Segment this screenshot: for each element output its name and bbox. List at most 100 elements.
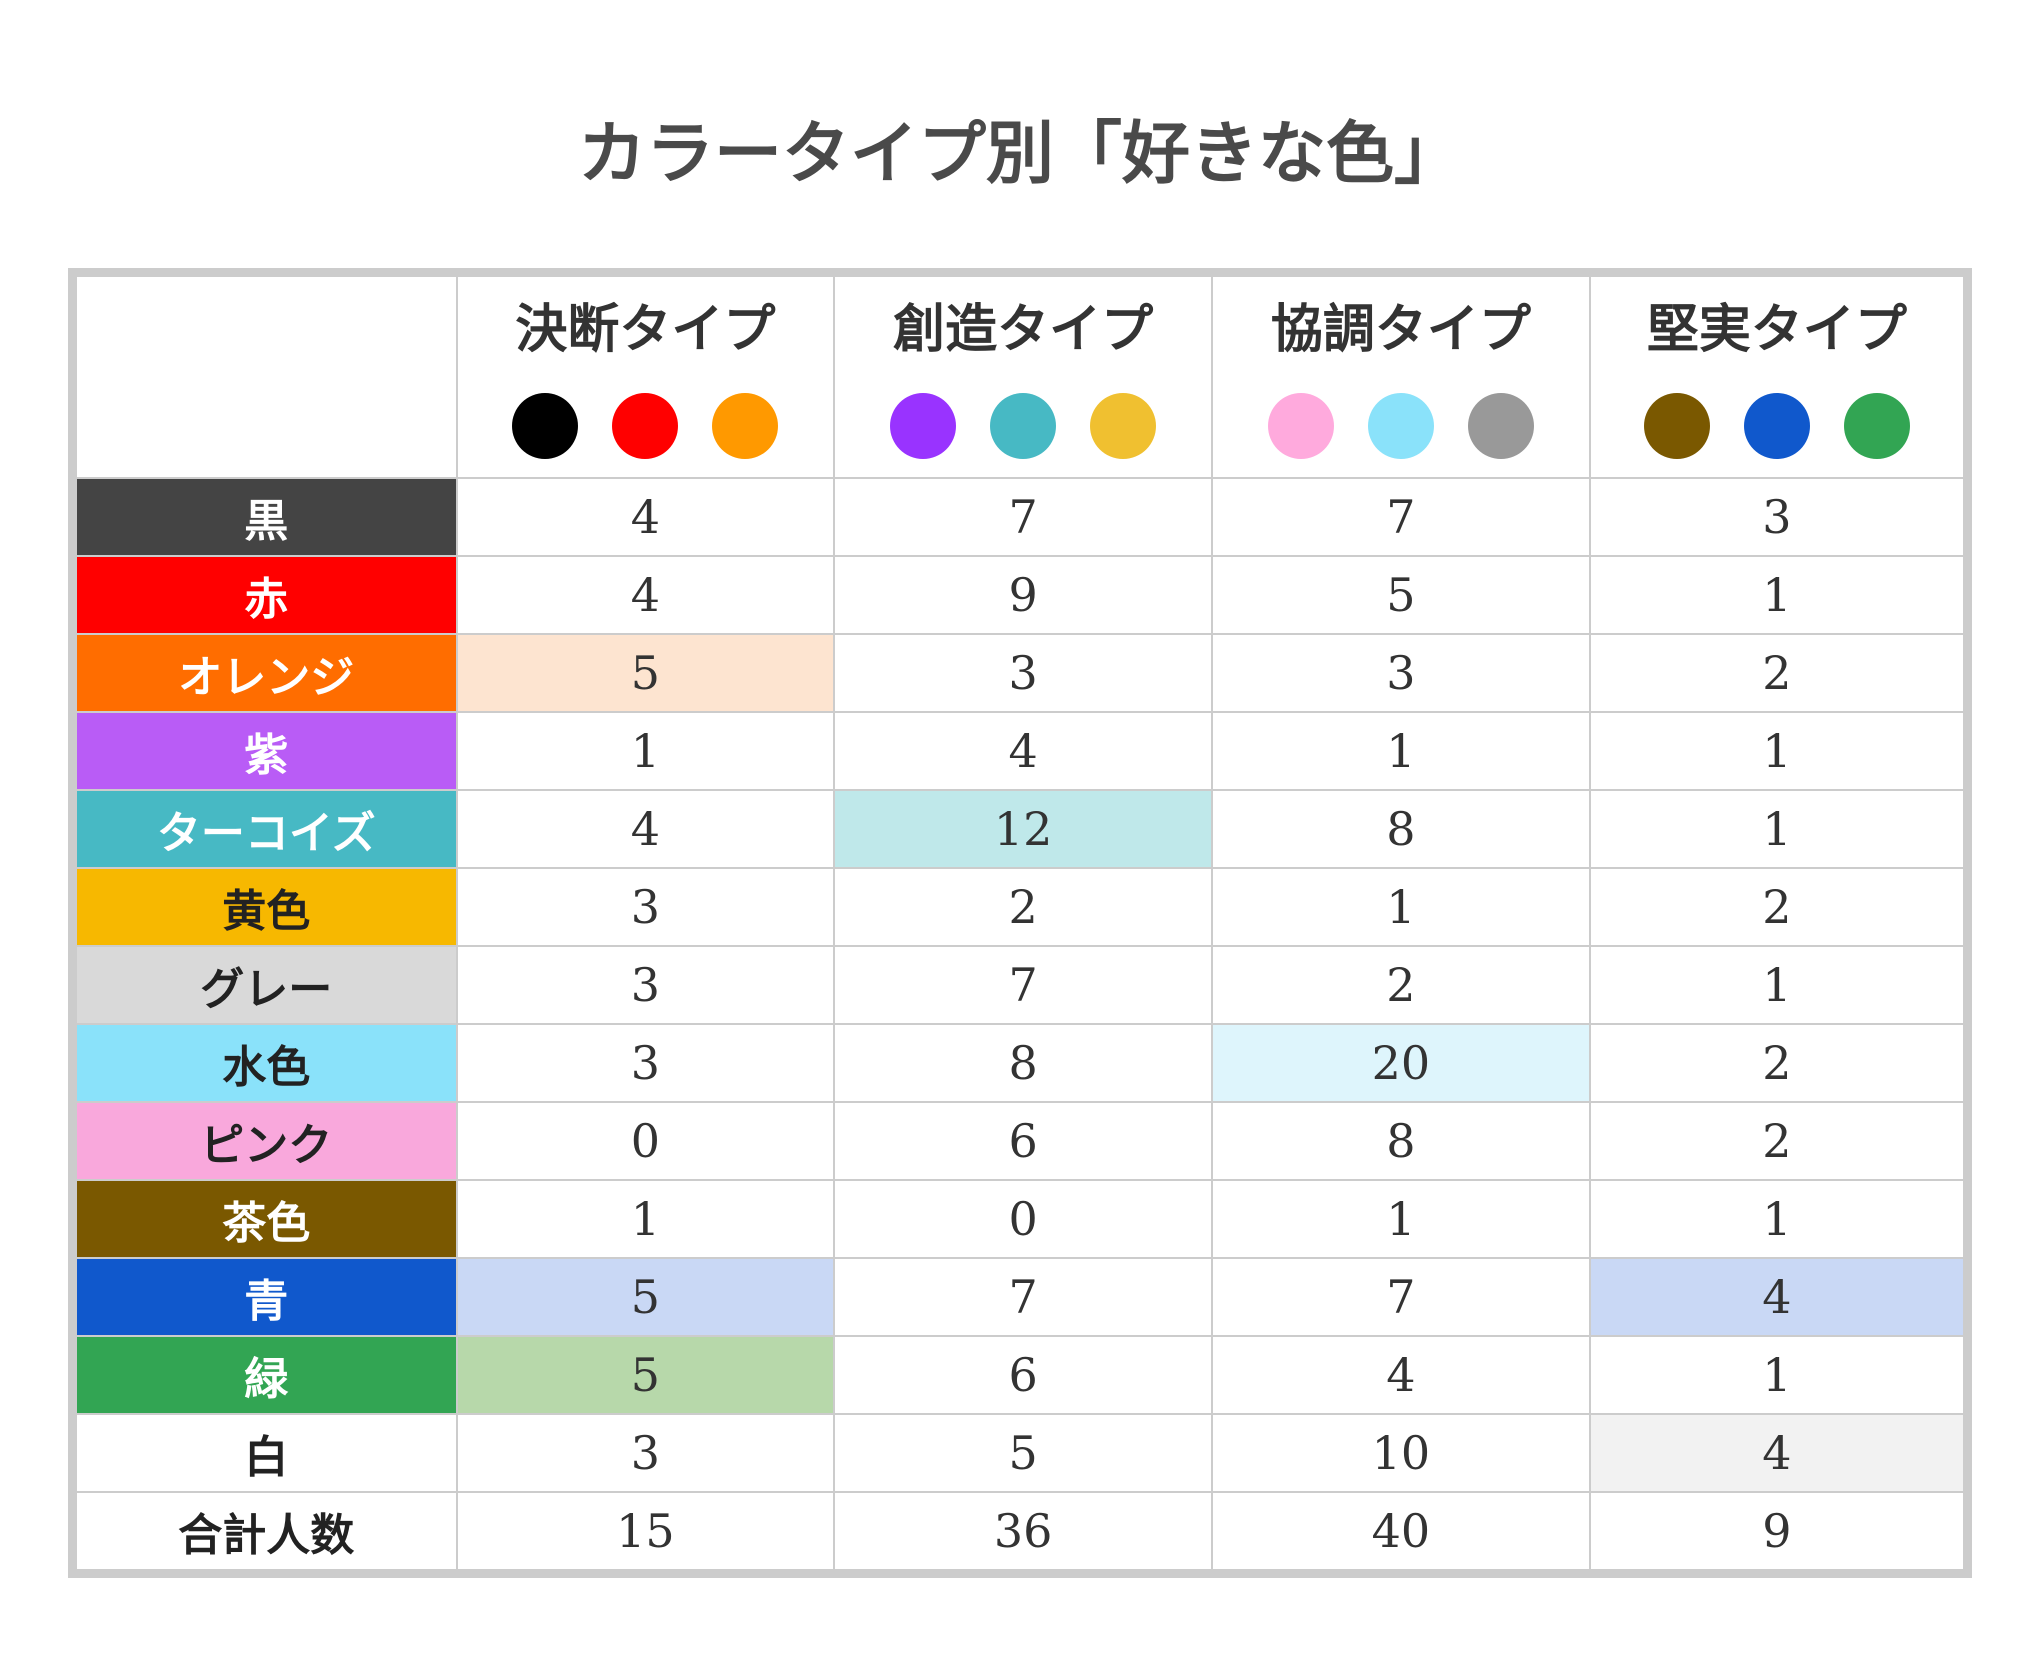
value-cell: 0 — [455, 1101, 836, 1181]
value-cell: 10 — [1211, 1413, 1591, 1493]
row-label: 黒 — [71, 477, 458, 557]
value-cell: 3 — [455, 945, 836, 1025]
row-label: 青 — [71, 1257, 458, 1337]
value-cell: 1 — [1211, 1179, 1591, 1259]
column-name: 堅実タイプ — [1646, 299, 1907, 360]
value-cell: 6 — [833, 1101, 1213, 1181]
table-row: 白 3 5 10 4 — [71, 1413, 1969, 1493]
table-row: グレー 3 7 2 1 — [71, 945, 1969, 1025]
value-cell: 5 — [1211, 555, 1591, 635]
value-cell: 12 — [833, 789, 1213, 869]
value-cell: 1 — [1588, 1335, 1969, 1415]
value-cell: 2 — [1211, 945, 1591, 1025]
value-cell: 4 — [455, 555, 836, 635]
row-label: ターコイズ — [71, 789, 458, 869]
value-cell: 8 — [833, 1023, 1213, 1103]
color-dot — [1090, 393, 1157, 459]
value-cell: 8 — [1211, 1101, 1591, 1181]
value-cell: 2 — [1588, 633, 1969, 713]
value-cell: 1 — [1588, 555, 1969, 635]
value-cell: 3 — [455, 1023, 836, 1103]
value-cell: 3 — [1211, 633, 1591, 713]
value-cell: 1 — [455, 711, 836, 791]
value-cell: 4 — [455, 789, 836, 869]
value-cell: 4 — [1588, 1257, 1969, 1337]
value-cell: 4 — [1211, 1335, 1591, 1415]
value-cell: 6 — [833, 1335, 1213, 1415]
row-label: 緑 — [71, 1335, 458, 1415]
value-cell: 2 — [1588, 867, 1969, 947]
color-dots — [1591, 393, 1963, 459]
value-cell: 9 — [1588, 1491, 1969, 1575]
table-row: 茶色 1 0 1 1 — [71, 1179, 1969, 1259]
table-row: ピンク 0 6 8 2 — [71, 1101, 1969, 1181]
color-dot — [890, 393, 957, 459]
table: 決断タイプ 創造タイプ 協調タイプ 堅実タイプ 黒 4 7 7 3 赤 4 9 5 1 オレンジ 5 3 3 2 紫… — [68, 268, 1972, 1578]
color-dot — [1367, 393, 1434, 459]
table-row: 合計人数 15 36 40 9 — [71, 1491, 1969, 1575]
value-cell: 4 — [455, 477, 836, 557]
row-label: グレー — [71, 945, 458, 1025]
value-cell: 3 — [455, 867, 836, 947]
value-cell: 7 — [833, 477, 1213, 557]
value-cell: 36 — [833, 1491, 1213, 1575]
corner-cell — [71, 271, 458, 479]
value-cell: 1 — [1588, 711, 1969, 791]
column-name: 決断タイプ — [515, 299, 776, 360]
table-row: オレンジ 5 3 3 2 — [71, 633, 1969, 713]
color-dot — [990, 393, 1057, 459]
color-dot — [612, 393, 679, 459]
color-dot — [1467, 393, 1534, 459]
value-cell: 15 — [455, 1491, 836, 1575]
value-cell: 7 — [833, 945, 1213, 1025]
color-dots — [1213, 393, 1589, 459]
value-cell: 20 — [1211, 1023, 1591, 1103]
value-cell: 7 — [1211, 1257, 1591, 1337]
value-cell: 1 — [1211, 711, 1591, 791]
value-cell: 0 — [833, 1179, 1213, 1259]
color-dot — [1743, 393, 1810, 459]
value-cell: 7 — [833, 1257, 1213, 1337]
row-label: ピンク — [71, 1101, 458, 1181]
value-cell: 4 — [1588, 1413, 1969, 1493]
table-row: 黄色 3 2 1 2 — [71, 867, 1969, 947]
color-dot — [1267, 393, 1334, 459]
value-cell: 8 — [1211, 789, 1591, 869]
value-cell: 40 — [1211, 1491, 1591, 1575]
row-label: 茶色 — [71, 1179, 458, 1259]
value-cell: 1 — [1211, 867, 1591, 947]
value-cell: 3 — [833, 633, 1213, 713]
value-cell: 3 — [1588, 477, 1969, 557]
header-row: 決断タイプ 創造タイプ 協調タイプ 堅実タイプ — [71, 271, 1969, 479]
value-cell: 2 — [1588, 1023, 1969, 1103]
row-label: 黄色 — [71, 867, 458, 947]
value-cell: 1 — [1588, 789, 1969, 869]
value-cell: 1 — [1588, 1179, 1969, 1259]
value-cell: 2 — [1588, 1101, 1969, 1181]
row-label: 赤 — [71, 555, 458, 635]
value-cell: 3 — [455, 1413, 836, 1493]
value-cell: 9 — [833, 555, 1213, 635]
color-dot — [1643, 393, 1710, 459]
color-dot — [712, 393, 779, 459]
value-cell: 2 — [833, 867, 1213, 947]
color-dot — [1843, 393, 1910, 459]
column-name: 創造タイプ — [893, 299, 1154, 360]
value-cell: 4 — [833, 711, 1213, 791]
column-header: 堅実タイプ — [1588, 271, 1969, 479]
row-label: 合計人数 — [71, 1491, 458, 1575]
color-dots — [458, 393, 834, 459]
column-name: 協調タイプ — [1270, 299, 1531, 360]
row-label: 白 — [71, 1413, 458, 1493]
color-dot — [512, 393, 579, 459]
value-cell: 5 — [455, 1335, 836, 1415]
column-header: 協調タイプ — [1211, 271, 1591, 479]
title: カラータイプ別「好きな色」 — [577, 115, 1462, 194]
row-label: 紫 — [71, 711, 458, 791]
value-cell: 1 — [1588, 945, 1969, 1025]
